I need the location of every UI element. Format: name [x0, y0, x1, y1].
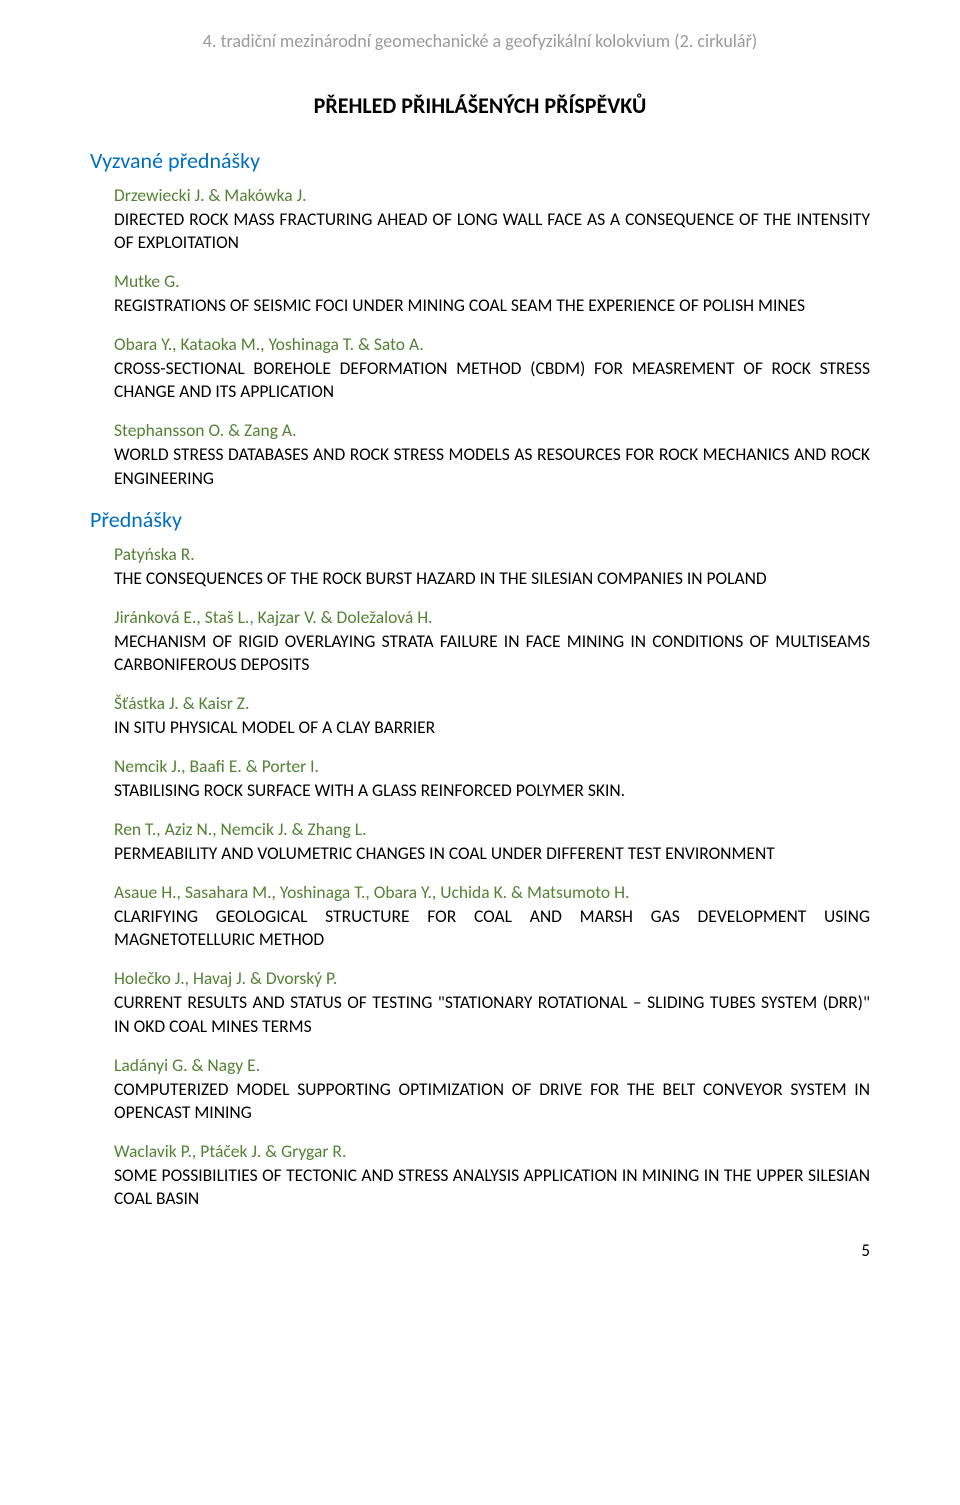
- entry-authors: Jiránková E., Staš L., Kajzar V. & Dolež…: [114, 606, 870, 628]
- entry-authors: Nemcik J., Baafi E. & Porter I.: [114, 755, 870, 777]
- entry-title: SOME POSSIBILITIES OF TECTONIC AND STRES…: [114, 1164, 870, 1210]
- entry-title: PERMEABILITY AND VOLUMETRIC CHANGES IN C…: [114, 842, 870, 865]
- entry: Stephansson O. & Zang A. WORLD STRESS DA…: [90, 419, 870, 489]
- page-header: 4. tradiční mezinárodní geomechanické a …: [90, 30, 870, 52]
- document-page: 4. tradiční mezinárodní geomechanické a …: [0, 0, 960, 1291]
- main-title: PŘEHLED PŘIHLÁŠENÝCH PŘÍSPĚVKŮ: [90, 92, 870, 119]
- entry: Patyńska R. THE CONSEQUENCES OF THE ROCK…: [90, 543, 870, 590]
- entry-title: STABILISING ROCK SURFACE WITH A GLASS RE…: [114, 779, 870, 802]
- entry-authors: Holečko J., Havaj J. & Dvorský P.: [114, 967, 870, 989]
- entry-authors: Asaue H., Sasahara M., Yoshinaga T., Oba…: [114, 881, 870, 903]
- page-number: 5: [90, 1240, 870, 1261]
- entry-title: IN SITU PHYSICAL MODEL OF A CLAY BARRIER: [114, 716, 870, 739]
- entry: Šťástka J. & Kaisr Z. IN SITU PHYSICAL M…: [90, 692, 870, 739]
- entry-authors: Ladányi G. & Nagy E.: [114, 1054, 870, 1076]
- entry-title: DIRECTED ROCK MASS FRACTURING AHEAD OF L…: [114, 208, 870, 254]
- entry-authors: Drzewiecki J. & Makówka J.: [114, 184, 870, 206]
- entry-title: REGISTRATIONS OF SEISMIC FOCI UNDER MINI…: [114, 294, 870, 317]
- entry: Ren T., Aziz N., Nemcik J. & Zhang L. PE…: [90, 818, 870, 865]
- entry-title: CURRENT RESULTS AND STATUS OF TESTING "S…: [114, 991, 870, 1037]
- entry-authors: Obara Y., Kataoka M., Yoshinaga T. & Sat…: [114, 333, 870, 355]
- entry-authors: Šťástka J. & Kaisr Z.: [114, 692, 870, 714]
- entry-authors: Ren T., Aziz N., Nemcik J. & Zhang L.: [114, 818, 870, 840]
- entry: Drzewiecki J. & Makówka J. DIRECTED ROCK…: [90, 184, 870, 254]
- section-heading-invited: Vyzvané přednášky: [90, 147, 870, 174]
- entry: Asaue H., Sasahara M., Yoshinaga T., Oba…: [90, 881, 870, 951]
- entry-title: COMPUTERIZED MODEL SUPPORTING OPTIMIZATI…: [114, 1078, 870, 1124]
- entry-authors: Mutke G.: [114, 270, 870, 292]
- entry-authors: Waclavik P., Ptáček J. & Grygar R.: [114, 1140, 870, 1162]
- entry-authors: Patyńska R.: [114, 543, 870, 565]
- entry: Ladányi G. & Nagy E. COMPUTERIZED MODEL …: [90, 1054, 870, 1124]
- entry: Holečko J., Havaj J. & Dvorský P. CURREN…: [90, 967, 870, 1037]
- entry-title: WORLD STRESS DATABASES AND ROCK STRESS M…: [114, 443, 870, 489]
- entry: Jiránková E., Staš L., Kajzar V. & Dolež…: [90, 606, 870, 676]
- entry-title: THE CONSEQUENCES OF THE ROCK BURST HAZAR…: [114, 567, 870, 590]
- entry: Obara Y., Kataoka M., Yoshinaga T. & Sat…: [90, 333, 870, 403]
- entry: Nemcik J., Baafi E. & Porter I. STABILIS…: [90, 755, 870, 802]
- entry: Waclavik P., Ptáček J. & Grygar R. SOME …: [90, 1140, 870, 1210]
- entry-title: CROSS-SECTIONAL BOREHOLE DEFORMATION MET…: [114, 357, 870, 403]
- entry-title: CLARIFYING GEOLOGICAL STRUCTURE FOR COAL…: [114, 905, 870, 951]
- entry-authors: Stephansson O. & Zang A.: [114, 419, 870, 441]
- entry: Mutke G. REGISTRATIONS OF SEISMIC FOCI U…: [90, 270, 870, 317]
- entry-title: MECHANISM OF RIGID OVERLAYING STRATA FAI…: [114, 630, 870, 676]
- section-heading-talks: Přednášky: [90, 506, 870, 533]
